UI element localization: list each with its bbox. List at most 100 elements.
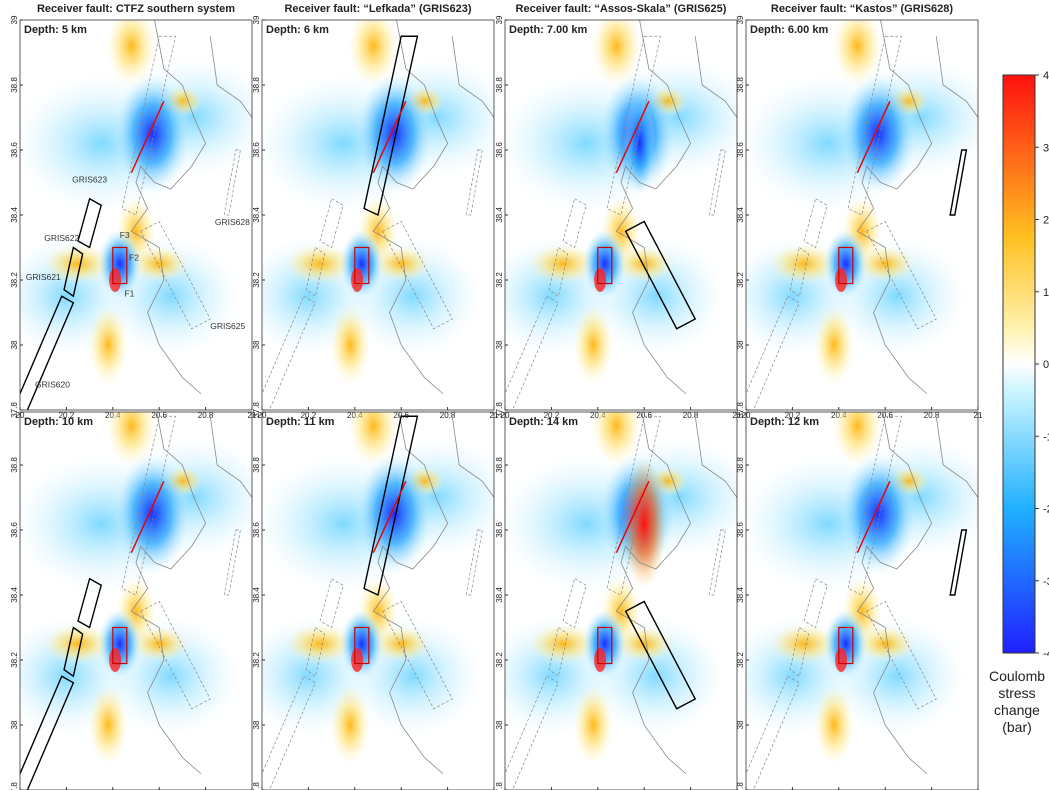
fault-label: GRIS628 bbox=[215, 217, 250, 227]
depth-label: Depth: 5 km bbox=[24, 24, 87, 36]
stress-lobe bbox=[814, 305, 854, 385]
stress-core bbox=[109, 268, 121, 292]
column-title: Receiver fault: “Lefkada” (GRIS623) bbox=[284, 3, 471, 15]
colorbar-tick-label: 3 bbox=[1043, 142, 1049, 154]
fault-label: F3 bbox=[120, 230, 130, 240]
stress-core bbox=[109, 648, 121, 672]
depth-label: Depth: 6 km bbox=[266, 24, 329, 36]
stress-lobe bbox=[840, 454, 916, 574]
fault-label: GRIS620 bbox=[35, 379, 70, 389]
colorbar-tick-label: -2 bbox=[1043, 504, 1049, 516]
stress-lobe bbox=[814, 685, 854, 765]
y-tick-label: 38.4 bbox=[736, 207, 745, 223]
fault-label: GRIS621 bbox=[26, 272, 61, 282]
map-panel bbox=[722, 386, 1000, 790]
stress-lobe bbox=[330, 685, 370, 765]
fault-label: F2 bbox=[129, 253, 139, 263]
map-panel bbox=[0, 386, 274, 790]
stress-lobe bbox=[622, 459, 666, 589]
y-tick-label: 38.4 bbox=[10, 207, 19, 223]
depth-label: Depth: 11 km bbox=[266, 416, 335, 428]
colorbar-tick-label: 4 bbox=[1043, 70, 1049, 82]
y-tick-label: 38.2 bbox=[252, 652, 261, 668]
stress-lobe bbox=[573, 305, 613, 385]
y-tick-label: 38.8 bbox=[736, 457, 745, 473]
depth-label: Depth: 6.00 km bbox=[750, 24, 828, 36]
map-panel bbox=[722, 6, 1000, 417]
map-panel bbox=[238, 386, 516, 790]
stress-lobe bbox=[88, 305, 128, 385]
figure: Receiver fault: CTFZ southern systemRece… bbox=[0, 0, 1049, 790]
stress-lobe bbox=[114, 74, 190, 194]
y-tick-label: 38.2 bbox=[736, 272, 745, 288]
fault-label: GRIS623 bbox=[72, 175, 107, 185]
y-tick-label: 38.8 bbox=[10, 77, 19, 93]
stress-lobe bbox=[356, 74, 432, 194]
y-tick-label: 38.4 bbox=[495, 587, 504, 603]
fault-label: F1 bbox=[124, 288, 134, 298]
y-tick-label: 38.6 bbox=[495, 142, 504, 158]
y-tick-label: 38 bbox=[252, 340, 261, 349]
y-tick-label: 38.8 bbox=[252, 457, 261, 473]
stress-lobe bbox=[330, 305, 370, 385]
y-tick-label: 37.8 bbox=[736, 782, 745, 790]
map-panel bbox=[238, 6, 516, 417]
colorbar-label: Coulomb stress change (bar) bbox=[985, 668, 1049, 736]
fault-label: GRIS622 bbox=[44, 233, 79, 243]
depth-label: Depth: 14 km bbox=[509, 416, 578, 428]
colorbar-tick-label: -1 bbox=[1043, 431, 1049, 443]
stress-core bbox=[351, 648, 363, 672]
stress-lobe bbox=[88, 685, 128, 765]
stress-lobe bbox=[573, 685, 613, 765]
stress-lobe bbox=[824, 609, 868, 679]
stress-core bbox=[835, 268, 847, 292]
map-panel bbox=[0, 6, 274, 417]
stress-lobe bbox=[114, 454, 190, 574]
stress-core bbox=[351, 268, 363, 292]
map-panel bbox=[481, 6, 759, 417]
stress-lobe bbox=[340, 609, 384, 679]
column-title: Receiver fault: “Kastos” (GRIS628) bbox=[771, 3, 954, 15]
y-tick-label: 38.4 bbox=[252, 587, 261, 603]
y-tick-label: 38.6 bbox=[736, 142, 745, 158]
y-tick-label: 38.2 bbox=[10, 272, 19, 288]
stress-core bbox=[835, 648, 847, 672]
depth-label: Depth: 10 km bbox=[24, 416, 93, 428]
stress-lobe bbox=[583, 229, 627, 299]
colorbar-tick-label: 1 bbox=[1043, 287, 1049, 299]
y-tick-label: 38.8 bbox=[252, 77, 261, 93]
y-tick-label: 38.4 bbox=[252, 207, 261, 223]
y-tick-label: 38.8 bbox=[495, 77, 504, 93]
y-tick-label: 38 bbox=[495, 720, 504, 729]
stress-lobe bbox=[824, 229, 868, 299]
y-tick-label: 37.8 bbox=[252, 402, 261, 418]
y-tick-label: 38.6 bbox=[252, 142, 261, 158]
fault-label: GRIS625 bbox=[210, 321, 245, 331]
y-tick-label: 38.6 bbox=[252, 522, 261, 538]
stress-core bbox=[594, 268, 606, 292]
depth-label: Depth: 7.00 km bbox=[509, 24, 587, 36]
colorbar-tick-label: -3 bbox=[1043, 576, 1049, 588]
colorbar bbox=[1003, 75, 1035, 653]
y-tick-label: 38 bbox=[736, 720, 745, 729]
column-title: Receiver fault: “Assos-Skala” (GRIS625) bbox=[516, 3, 727, 15]
y-tick-label: 37.8 bbox=[10, 782, 19, 790]
y-tick-label: 38.4 bbox=[10, 587, 19, 603]
y-tick-label: 37.8 bbox=[10, 402, 19, 418]
y-tick-label: 38.2 bbox=[252, 272, 261, 288]
stress-lobe bbox=[356, 454, 432, 574]
y-tick-label: 38.8 bbox=[495, 457, 504, 473]
y-tick-label: 38.6 bbox=[10, 142, 19, 158]
stress-lobe bbox=[583, 609, 627, 679]
y-tick-label: 38 bbox=[10, 340, 19, 349]
y-tick-label: 38.8 bbox=[10, 457, 19, 473]
y-tick-label: 39 bbox=[252, 15, 261, 24]
depth-label: Depth: 12 km bbox=[750, 416, 819, 428]
y-tick-label: 38 bbox=[736, 340, 745, 349]
colorbar-tick-label: 2 bbox=[1043, 215, 1049, 227]
map-figure: Receiver fault: CTFZ southern systemRece… bbox=[0, 0, 1049, 790]
stress-lobe bbox=[98, 609, 142, 679]
y-tick-label: 39 bbox=[10, 15, 19, 24]
stress-lobe bbox=[340, 229, 384, 299]
y-tick-label: 38.6 bbox=[10, 522, 19, 538]
